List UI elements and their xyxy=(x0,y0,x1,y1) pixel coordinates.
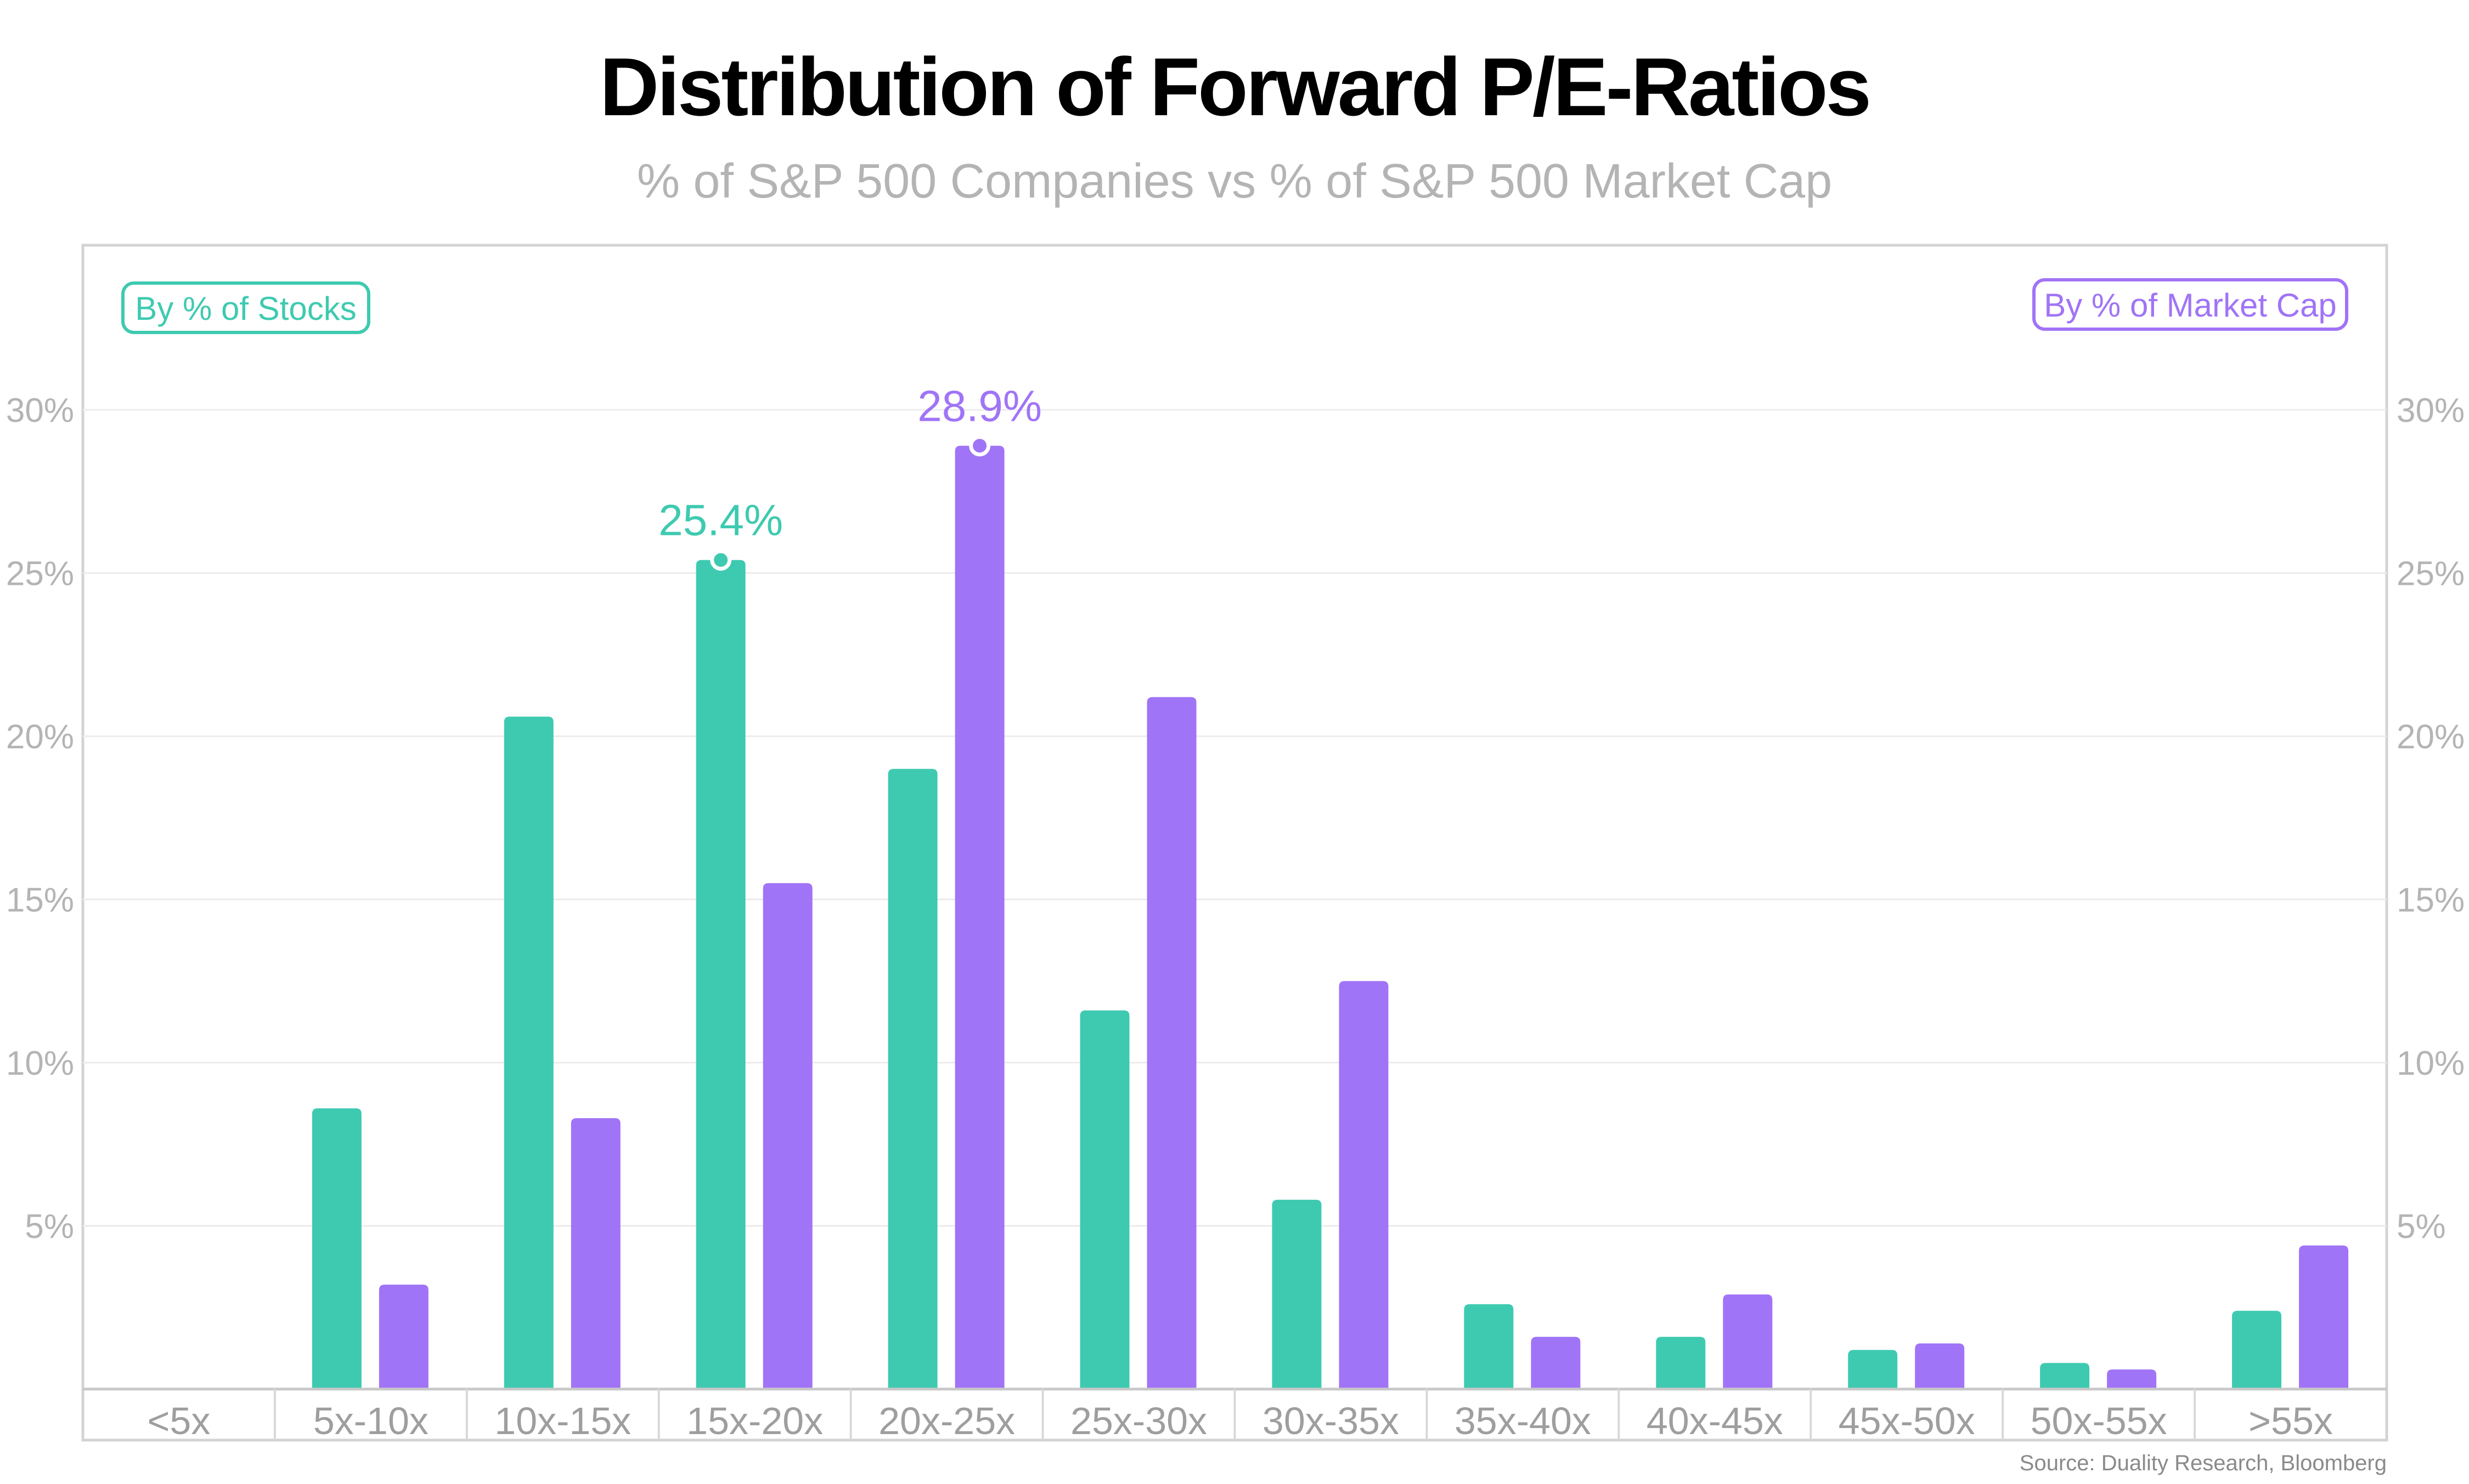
y-tick-label-left: 10% xyxy=(6,1045,74,1082)
bar-stocks-5 xyxy=(1080,1010,1130,1389)
y-tick-label-right: 30% xyxy=(2397,392,2465,430)
bar-stocks-6 xyxy=(1272,1199,1322,1389)
y-tick-label-right: 25% xyxy=(2397,555,2465,593)
y-tick-label-left: 30% xyxy=(6,392,74,430)
x-axis-layer: <5x 5x-10x 10x-15x 15x-20x 20x-25x 25x-30x 30x… xyxy=(83,1387,2387,1442)
x-category-label: 5x-10x xyxy=(313,1400,429,1442)
chart-title: Distribution of Forward P/E-Ratios xyxy=(600,41,1869,133)
y-tick-label-left: 25% xyxy=(6,555,74,593)
bar-market-cap-2 xyxy=(571,1118,621,1389)
x-category-label: 20x-25x xyxy=(878,1400,1015,1442)
bar-market-cap-3 xyxy=(763,883,813,1389)
x-category-label: 10x-15x xyxy=(494,1400,631,1442)
bar-stocks-8 xyxy=(1656,1336,1706,1389)
legend-market-cap: By % of Market Cap xyxy=(2032,278,2348,331)
annotation-layer: 25.4% 28.9% xyxy=(658,381,1042,571)
y-tick-layer: 5% 5% 10% 10% 15% 15% 20% 20% 25% 25% 30% 30% xyxy=(6,392,2465,1246)
x-category-label: 15x-20x xyxy=(686,1400,823,1442)
x-category-label: 40x-45x xyxy=(1647,1400,1783,1442)
y-tick-label-left: 15% xyxy=(6,882,74,919)
bar-market-cap-10 xyxy=(2107,1369,2157,1389)
x-category-label: 45x-50x xyxy=(1839,1400,1975,1442)
peak-marker xyxy=(710,549,732,571)
x-category-label: 25x-30x xyxy=(1070,1400,1207,1442)
bar-stocks-2 xyxy=(504,716,554,1389)
bar-stocks-11 xyxy=(2232,1311,2282,1389)
bar-market-cap-4 xyxy=(955,445,1005,1390)
legend-market-cap-box xyxy=(2032,278,2348,331)
bar-market-cap-9 xyxy=(1915,1343,1965,1389)
bar-market-cap-8 xyxy=(1723,1294,1773,1389)
y-tick-label-right: 10% xyxy=(2397,1045,2465,1082)
bar-stocks-10 xyxy=(2040,1363,2090,1389)
y-tick-label-right: 15% xyxy=(2397,882,2465,919)
bar-market-cap-11 xyxy=(2299,1245,2349,1389)
bar-stocks-9 xyxy=(1848,1350,1898,1389)
bar-stocks-4 xyxy=(888,769,938,1389)
y-tick-label-left: 20% xyxy=(6,718,74,756)
grid-layer xyxy=(83,409,2387,1227)
bar-stocks-1 xyxy=(312,1108,362,1389)
bar-stocks-3 xyxy=(696,560,746,1390)
x-category-label: 30x-35x xyxy=(1262,1400,1399,1442)
bar-market-cap-1 xyxy=(379,1284,429,1389)
x-category-label: 35x-40x xyxy=(1455,1400,1591,1442)
bar-market-cap-7 xyxy=(1531,1336,1581,1389)
chart-subtitle: % of S&P 500 Companies vs % of S&P 500 M… xyxy=(637,154,1832,208)
x-category-label: 50x-55x xyxy=(2031,1400,2167,1442)
x-category-label: <5x xyxy=(148,1400,211,1442)
x-category-label: >55x xyxy=(2248,1400,2333,1442)
bar-market-cap-6 xyxy=(1339,981,1389,1389)
bar-stocks-7 xyxy=(1464,1304,1514,1389)
legend-stocks-label: By % of Stocks xyxy=(135,290,356,327)
y-tick-label-right: 5% xyxy=(2397,1208,2446,1246)
legend-market-cap-label: By % of Market Cap xyxy=(2044,287,2337,324)
peak-label: 28.9% xyxy=(917,381,1042,430)
y-tick-label-left: 5% xyxy=(25,1208,74,1246)
peak-label: 25.4% xyxy=(658,496,783,545)
y-tick-label-right: 20% xyxy=(2397,718,2465,756)
plot-frame xyxy=(81,244,2388,1442)
legend-stocks: By % of Stocks xyxy=(121,281,370,334)
peak-marker xyxy=(969,435,991,456)
bar-market-cap-5 xyxy=(1147,697,1197,1389)
bar-layer xyxy=(312,445,2349,1390)
source-note: Source: Duality Research, Bloomberg xyxy=(2020,1451,2387,1475)
legend-stocks-box xyxy=(121,281,370,334)
